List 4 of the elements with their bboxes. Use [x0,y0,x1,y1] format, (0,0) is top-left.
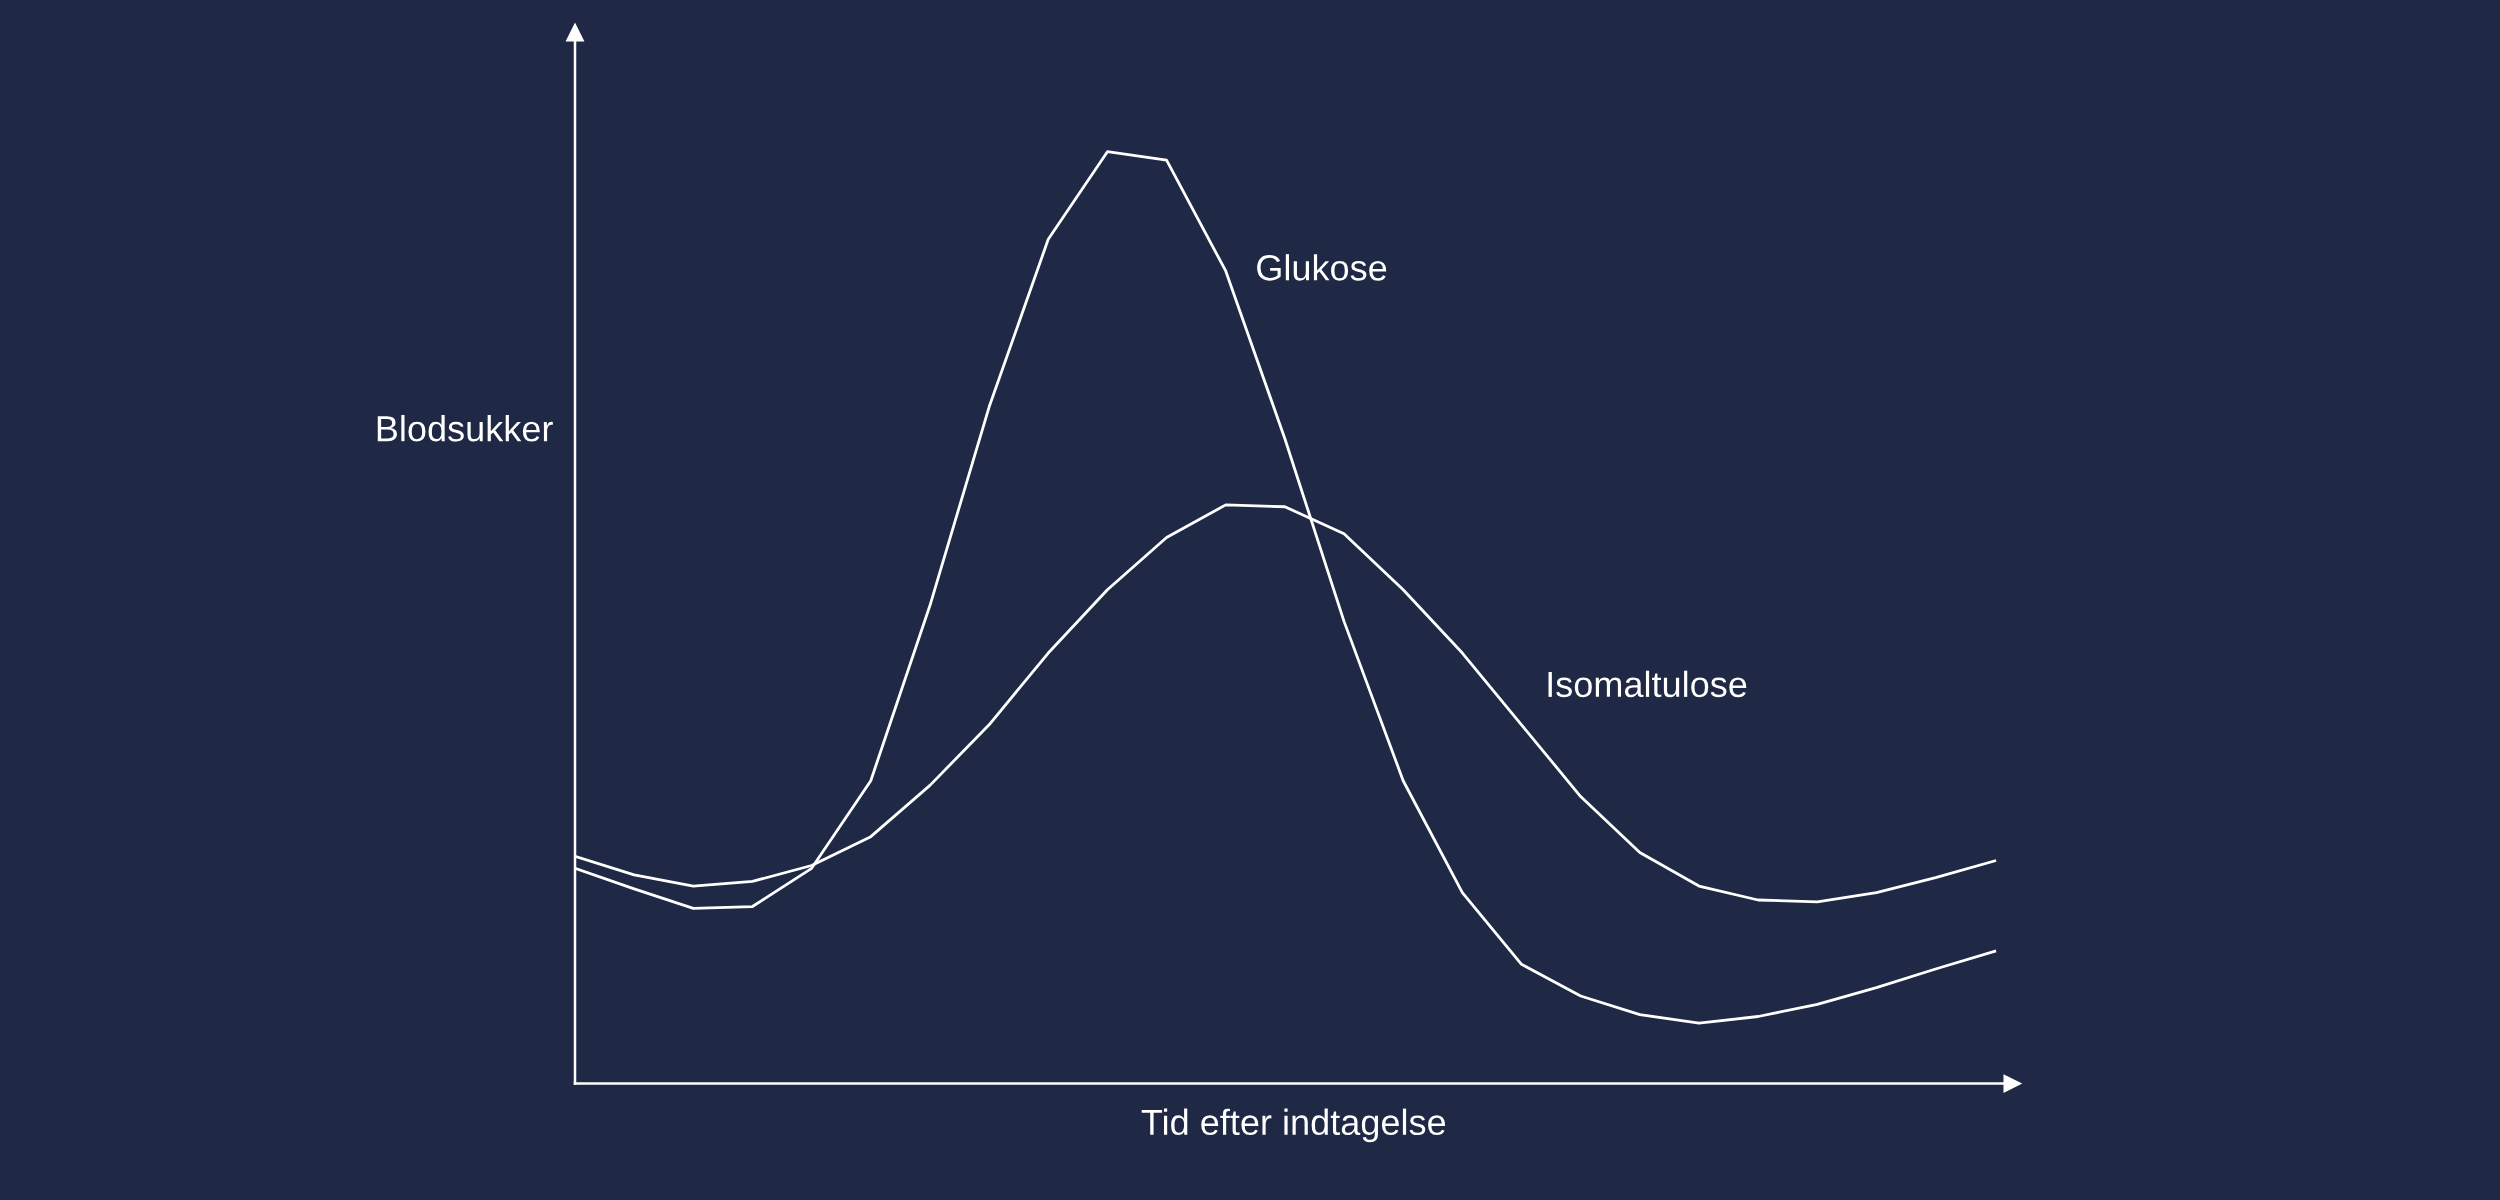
x-axis-title: Tid efter indtagelse [1141,1108,1446,1143]
series-label: Isomaltulose [1548,670,1747,698]
series-label: Glukose [1257,254,1387,281]
y-axis-title: Blodsukker [377,415,553,442]
